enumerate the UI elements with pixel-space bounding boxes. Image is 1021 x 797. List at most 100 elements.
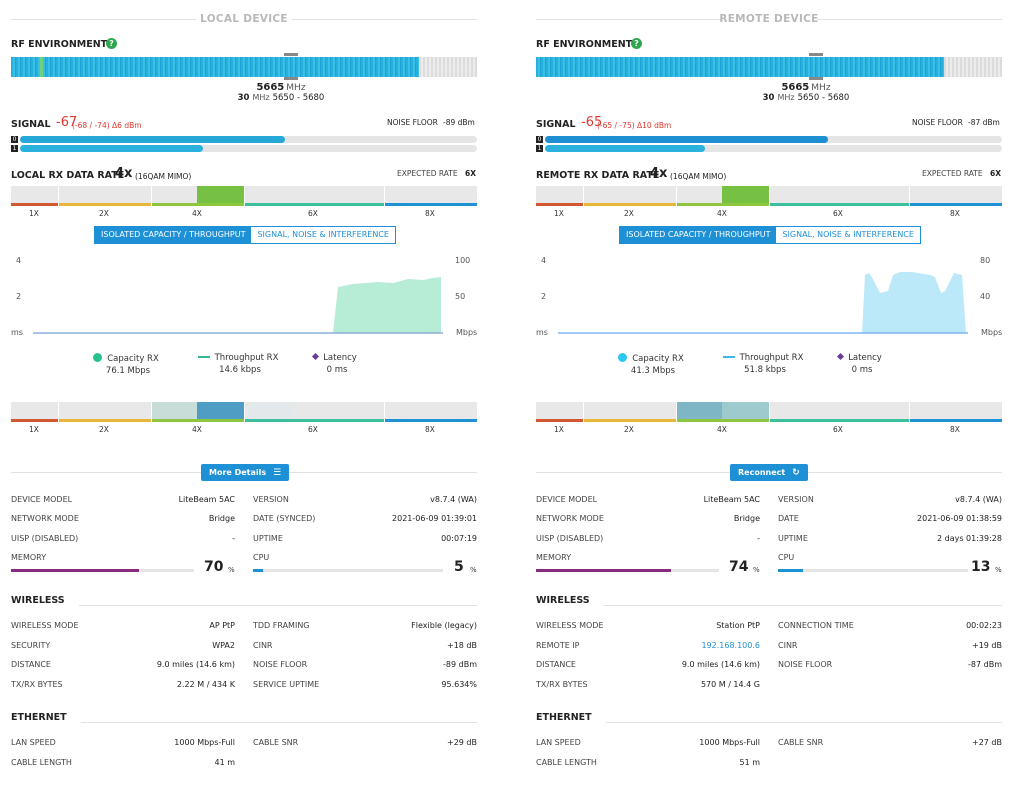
top-rate-underline [769, 203, 909, 206]
bottom-rate-label-8x: 8X [950, 425, 960, 434]
wireless-label: CINR [253, 641, 273, 650]
wireless-value: -89 dBm [443, 660, 477, 669]
bottom-rate-label-4x: 4X [192, 425, 202, 434]
top-rate-label-2x: 2X [624, 209, 634, 218]
top-rate-bar [536, 186, 1002, 206]
signal-value: -65 [581, 115, 603, 130]
memory-value: 70 [204, 559, 224, 575]
top-rate-label-6x: 6X [308, 209, 318, 218]
top-rate-label-6x: 6X [833, 209, 843, 218]
top-rate-separator [58, 186, 59, 206]
row-label: NETWORK MODE [536, 514, 604, 523]
capacity-rx-area [333, 277, 441, 333]
bottom-rate-separator [909, 402, 910, 422]
memory-value: 74 [729, 559, 749, 575]
remote-ip-link[interactable]: 192.168.100.6 [701, 641, 760, 650]
expected-rate-label: EXPECTED RATE [397, 169, 458, 178]
bottom-rate-label-2x: 2X [624, 425, 634, 434]
expected-rate-label: EXPECTED RATE [922, 169, 983, 178]
legend-item-2[interactable]: Latency 0 ms [305, 352, 365, 375]
noise-floor-label: NOISE FLOOR [387, 118, 438, 127]
bandwidth-range: 5650 - 5680 [272, 93, 325, 103]
legend-value: 76.1 Mbps [105, 366, 151, 376]
bottom-rate-highlight [722, 402, 769, 422]
signal-label: SIGNAL [536, 119, 576, 130]
bottom-rate-label-6x: 6X [833, 425, 843, 434]
ethernet-label: CABLE SNR [253, 738, 299, 747]
bottom-rate-separator [244, 402, 245, 422]
rx-rate-label: LOCAL RX DATA RATE [11, 170, 125, 181]
top-rate-underline [11, 203, 58, 206]
row-label: UPTIME [253, 534, 283, 543]
tab-signal-noise[interactable]: SIGNAL, NOISE & INTERFERENCE [251, 227, 395, 243]
bottom-rate-bar [536, 402, 1002, 422]
legend-item-1[interactable]: Throughput RX 51.8 kbps [718, 353, 808, 375]
wireless-label: TX/RX BYTES [536, 680, 588, 689]
top-rate-underline [676, 203, 769, 206]
tab-capacity-throughput[interactable]: ISOLATED CAPACITY / THROUGHPUT [620, 227, 777, 243]
top-rate-underline [536, 203, 583, 206]
button-reconnect[interactable]: Reconnect ↻ [730, 464, 808, 481]
wireless-value: Station PtP [716, 621, 760, 630]
help-icon[interactable]: ? [106, 38, 117, 49]
top-rate-underline [583, 203, 676, 206]
legend-item-0[interactable]: Capacity RX 76.1 Mbps [81, 353, 171, 376]
chain-1-signal-fill [545, 145, 705, 152]
rf-environment-label: RF ENVIRONMENT [536, 39, 633, 50]
legend-header: Throughput RX [193, 353, 283, 363]
legend-line-icon [197, 356, 210, 358]
chart-tabs: ISOLATED CAPACITY / THROUGHPUT SIGNAL, NO… [619, 226, 921, 244]
wireless-value: -87 dBm [968, 660, 1002, 669]
memory-unit: % [228, 566, 235, 574]
local-device-panel: LOCAL DEVICE RF ENVIRONMENT? 5665 MHz 30 MHz 5… [11, 0, 477, 797]
wireless-label: REMOTE IP [536, 641, 580, 650]
bottom-rate-underline [11, 419, 58, 422]
cpu-fill [778, 569, 803, 572]
legend-header: Latency [305, 352, 365, 363]
legend-item-0[interactable]: Capacity RX 41.3 Mbps [606, 353, 696, 376]
bottom-rate-label-4x: 4X [717, 425, 727, 434]
wireless-value: 2.22 M / 434 K [176, 680, 235, 689]
wireless-value: 570 M / 14.4 G [700, 680, 760, 689]
legend-name: Throughput RX [739, 353, 804, 363]
top-rate-highlight [769, 186, 909, 206]
button-more-details[interactable]: More Details ☰ [201, 464, 290, 481]
frequency-readout: 5665 MHz [211, 82, 351, 93]
divider [604, 605, 1002, 606]
signal-detail: (-68 / -74) Δ6 dBm [72, 121, 142, 130]
help-icon[interactable]: ? [631, 38, 642, 49]
wireless-label: DISTANCE [11, 660, 51, 669]
divider [81, 722, 477, 723]
rf-spectrum-bar [536, 57, 1002, 77]
tab-capacity-throughput[interactable]: ISOLATED CAPACITY / THROUGHPUT [95, 227, 252, 243]
top-rate-label-8x: 8X [425, 209, 435, 218]
chain-0-signal-fill [20, 136, 286, 143]
bandwidth-unit: MHz [777, 93, 795, 102]
chain-1-signal-bar [545, 145, 1002, 152]
top-rate-separator [909, 186, 910, 206]
chart-axis-left-label: 2 [16, 292, 22, 301]
bottom-rate-underline [583, 419, 676, 422]
ethernet-title: ETHERNET [11, 712, 67, 723]
memory-label: MEMORY [11, 553, 47, 562]
top-rate-label-1x: 1X [554, 209, 564, 218]
ethernet-value: 51 m [739, 758, 760, 767]
top-rate-underline [58, 203, 151, 206]
wireless-label: TX/RX BYTES [11, 680, 63, 689]
bottom-rate-separator [58, 402, 59, 422]
top-rate-highlight [197, 186, 244, 206]
row-value: Bridge [208, 514, 235, 523]
wireless-value: +19 dB [972, 641, 1002, 650]
legend-item-1[interactable]: Throughput RX 14.6 kbps [193, 353, 283, 375]
row-value: 2021-06-09 01:39:01 [392, 514, 477, 523]
tab-signal-noise[interactable]: SIGNAL, NOISE & INTERFERENCE [776, 227, 920, 243]
ethernet-label: LAN SPEED [11, 738, 56, 747]
legend-value: 0 ms [851, 365, 873, 375]
chart-axis-right-label: Mbps [456, 328, 478, 337]
channel-marker-top [809, 53, 823, 56]
ethernet-value: 41 m [214, 758, 235, 767]
cpu-label: CPU [253, 553, 270, 562]
legend-item-2[interactable]: Latency 0 ms [830, 352, 890, 375]
top-rate-separator [384, 186, 385, 206]
channel-marker-bottom [284, 77, 298, 80]
